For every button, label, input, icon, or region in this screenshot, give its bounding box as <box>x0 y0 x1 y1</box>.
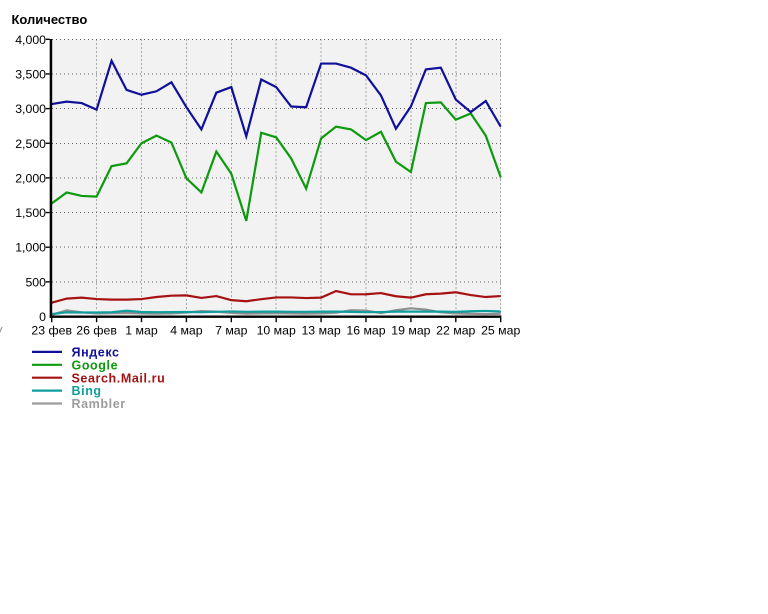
svg-text:22 мар: 22 мар <box>436 324 475 338</box>
svg-text:Количество: Количество <box>12 12 88 27</box>
svg-text:23 фев: 23 фев <box>31 324 72 338</box>
svg-text:Search.Mail.ru: Search.Mail.ru <box>72 371 166 385</box>
svg-text:4,000: 4,000 <box>15 33 46 47</box>
svg-text:4 мар: 4 мар <box>170 324 203 338</box>
svg-text:10 мар: 10 мар <box>257 324 296 338</box>
svg-text:1,500: 1,500 <box>15 206 46 220</box>
svg-text:3,500: 3,500 <box>15 67 46 81</box>
svg-text:0: 0 <box>39 310 46 324</box>
svg-text:Яндекс: Яндекс <box>72 346 120 360</box>
svg-text:1,000: 1,000 <box>15 241 46 255</box>
svg-text:500: 500 <box>25 275 46 289</box>
svg-text:19 мар: 19 мар <box>391 324 430 338</box>
svg-text:3,000: 3,000 <box>15 102 46 116</box>
svg-text:7 мар: 7 мар <box>215 324 248 338</box>
svg-text:2,000: 2,000 <box>15 171 46 185</box>
svg-text:Bing: Bing <box>72 384 102 398</box>
svg-text:16 мар: 16 мар <box>346 324 385 338</box>
svg-text:Rambler: Rambler <box>72 397 126 411</box>
svg-text:13 мар: 13 мар <box>301 324 340 338</box>
svg-text:1 мар: 1 мар <box>125 324 158 338</box>
svg-text:26 фев: 26 фев <box>76 324 117 338</box>
svg-text:25 мар: 25 мар <box>481 324 520 338</box>
svg-text:Google: Google <box>72 358 119 372</box>
svg-text:2,500: 2,500 <box>15 137 46 151</box>
